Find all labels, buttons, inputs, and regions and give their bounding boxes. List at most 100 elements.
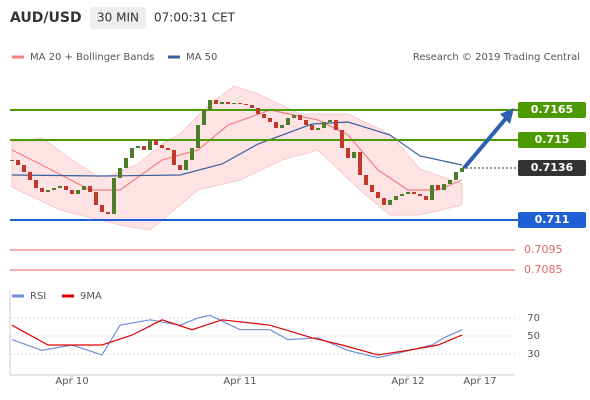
candle [274,122,278,128]
credit: Research © 2019 Trading Central [413,52,580,63]
level-box [518,132,586,148]
candle [406,192,410,194]
level-box [518,102,586,118]
indicator-line [11,319,463,356]
candle [142,146,146,150]
legend-label: RSI [30,291,46,302]
y-tick-label: 30 [527,349,540,360]
candle [322,122,326,128]
candle [10,160,14,161]
level-label: 0.7136 [531,161,574,174]
interval-box [90,7,146,29]
candle [448,180,452,184]
candle [148,140,152,150]
candle [100,205,104,212]
level-label: 0.711 [535,213,570,226]
level-label: 0.7095 [524,243,563,256]
level-label: 0.7085 [524,263,563,276]
candle [370,185,374,192]
x-tick-label: Apr 12 [391,376,424,387]
candle [88,186,92,192]
candle [364,175,368,185]
candle [382,198,386,205]
candle [256,108,260,114]
candle [304,120,308,125]
candle [208,100,212,110]
candle [124,158,128,168]
candle [250,105,254,108]
candle [136,146,140,148]
candle [298,115,302,120]
candle [436,185,440,190]
y-tick-label: 50 [527,331,540,342]
candle [220,102,224,104]
x-tick-label: Apr 11 [223,376,256,387]
candle [76,190,80,194]
candle [196,125,200,148]
candle [292,115,296,118]
candle [82,186,86,190]
arrow-head [500,108,514,124]
moving-average [11,109,463,191]
candle [460,168,464,172]
level-box [518,160,586,176]
candle [412,192,416,194]
candle [424,196,428,200]
candle [244,104,248,105]
candle [394,196,398,200]
candle [232,103,236,104]
candle [400,194,404,196]
indicator-line [11,314,463,359]
legend-label: MA 20 + Bollinger Bands [30,52,154,63]
candle [94,192,98,205]
candle [154,140,158,145]
candle [202,110,206,125]
candle [238,103,242,104]
candle [172,150,176,165]
candle [22,165,26,172]
candle [160,145,164,148]
candle [286,118,290,125]
candle [40,188,44,192]
candle [376,192,380,198]
candle [166,148,170,150]
candle [328,120,332,122]
time: 07:00:31 CET [154,11,236,25]
candle [58,186,62,188]
candle [130,148,134,158]
candle [280,125,284,128]
candle [340,130,344,148]
level-label: 0.715 [535,133,570,146]
candle [430,185,434,200]
x-tick-label: Apr 10 [55,376,88,387]
candle [70,190,74,194]
candle [16,160,20,165]
candle [358,152,362,175]
candle [190,148,194,160]
x-tick-label: Apr 17 [463,376,496,387]
candle [184,160,188,170]
candle [118,168,122,178]
moving-average [11,121,463,177]
candle [46,190,50,192]
candle [418,194,422,196]
candle [268,118,272,122]
candle [442,184,446,190]
candle [352,152,356,158]
interval: 30 MIN [97,11,139,25]
candle [388,200,392,205]
level-label: 0.7165 [531,103,573,116]
candle [226,102,230,104]
forecast-arrow [462,114,510,170]
candle [454,172,458,180]
candle [310,125,314,130]
candle [316,128,320,130]
candle [112,178,116,214]
candle [262,114,266,118]
level-box [518,212,586,228]
candle [334,120,338,130]
candle [52,188,56,190]
candle [106,212,110,214]
candle [346,148,350,158]
